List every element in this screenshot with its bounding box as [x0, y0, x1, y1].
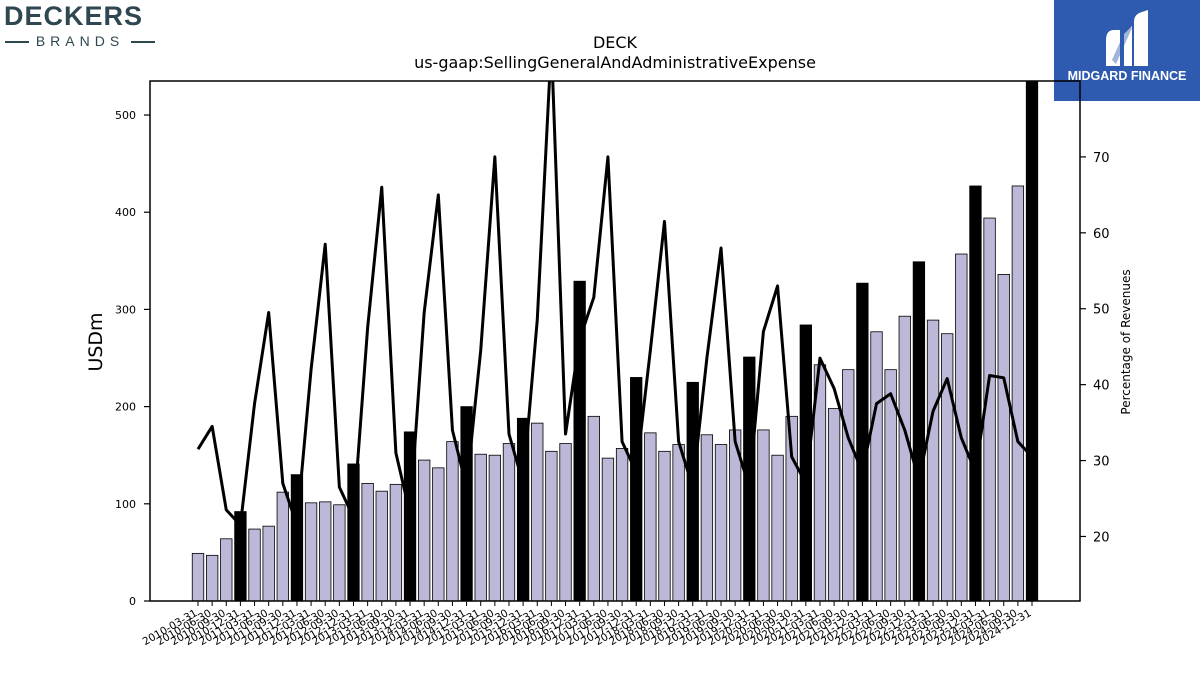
- logo-wordmark: DECKERS: [4, 1, 144, 31]
- plot-area: 01002003004005002030405060702010-03-3120…: [115, 80, 1110, 648]
- series-layer: [191, 81, 1039, 601]
- deckers-brands-logo: DECKERS BRANDS: [0, 0, 165, 60]
- quarter-bar: [276, 491, 289, 601]
- quarter-bar: [587, 415, 600, 601]
- quarter-bar: [1011, 185, 1025, 601]
- quarter-bar: [319, 501, 332, 601]
- logo-rule-left: [5, 41, 29, 43]
- y-tick-label: 100: [115, 498, 136, 511]
- quarter-bar: [615, 447, 629, 601]
- quarter-bar: [955, 253, 968, 601]
- quarter-bar: [375, 490, 388, 601]
- quarter-bar: [488, 454, 502, 601]
- y2-axis-label: Percentage of Revenues: [1119, 269, 1133, 414]
- quarter-bar: [714, 444, 728, 601]
- quarter-bar: [531, 422, 544, 601]
- y2-tick-label: 30: [1093, 455, 1110, 470]
- annual-bar: [573, 280, 586, 601]
- quarter-bar: [672, 444, 685, 601]
- quarter-bar: [446, 441, 459, 601]
- quarter-bar: [432, 467, 445, 601]
- annual-bar: [912, 261, 926, 601]
- logo-subword: BRANDS: [35, 33, 125, 49]
- quarter-bar: [644, 432, 657, 601]
- quarter-bar: [304, 502, 318, 601]
- annual-bar: [969, 185, 982, 601]
- quarter-bar: [361, 482, 374, 601]
- quarter-bar: [842, 369, 855, 601]
- y-tick-label: 400: [115, 206, 136, 219]
- plot-frame: [149, 80, 1081, 602]
- quarter-bar: [191, 552, 205, 601]
- quarter-bar: [601, 457, 615, 601]
- chart-subtitle: us-gaap:SellingGeneralAndAdministrativeE…: [414, 53, 816, 72]
- quarter-bar: [941, 333, 954, 601]
- quarter-bar: [700, 434, 714, 601]
- annual-bar: [290, 474, 304, 601]
- midgard-finance-logo: MIDGARD FINANCE: [1054, 0, 1200, 101]
- annual-bar: [686, 381, 699, 601]
- y2-tick-label: 60: [1093, 227, 1110, 242]
- logo-rule-right: [131, 41, 155, 43]
- quarter-bar: [559, 443, 572, 601]
- annual-bar: [403, 431, 417, 601]
- quarter-bar: [474, 453, 487, 601]
- quarter-bar: [658, 450, 671, 601]
- quarter-bar: [220, 538, 233, 601]
- y-tick-label: 0: [129, 595, 136, 608]
- quarter-bar: [333, 504, 346, 601]
- annual-bar: [347, 463, 360, 601]
- annual-bar: [1025, 81, 1039, 601]
- quarter-bar: [771, 454, 784, 601]
- quarter-bar: [502, 443, 516, 601]
- y2-tick-label: 20: [1093, 530, 1110, 545]
- quarter-bar: [757, 429, 770, 601]
- quarter-bar: [870, 331, 883, 601]
- y2-tick-label: 70: [1093, 151, 1110, 166]
- y-tick-label: 500: [115, 109, 136, 122]
- y-tick-label: 300: [115, 303, 136, 316]
- quarter-bar: [205, 554, 219, 601]
- quarter-bar: [545, 450, 558, 601]
- y-axis-label: USDm: [85, 312, 107, 371]
- midgard-m-icon: [1106, 10, 1148, 66]
- annual-bar: [799, 324, 812, 601]
- annual-bar: [856, 282, 869, 601]
- quarter-bar: [262, 525, 275, 601]
- quarter-bar: [389, 483, 403, 601]
- quarter-bar: [827, 408, 841, 601]
- y2-tick-label: 50: [1093, 303, 1110, 318]
- logo-sub-row: BRANDS: [5, 33, 155, 49]
- y-tick-label: 200: [115, 401, 136, 414]
- quarter-bar: [898, 315, 911, 601]
- quarter-bar: [418, 459, 431, 601]
- quarter-bar: [997, 274, 1010, 601]
- percentage-line: [196, 81, 1034, 527]
- quarter-bar: [248, 528, 261, 601]
- chart-title: DECK: [593, 33, 638, 52]
- quarter-bar: [926, 319, 940, 601]
- quarter-bar: [884, 369, 897, 601]
- midgard-finance-name: MIDGARD FINANCE: [1067, 69, 1187, 83]
- y2-tick-label: 40: [1093, 379, 1110, 394]
- annual-bar: [630, 377, 643, 601]
